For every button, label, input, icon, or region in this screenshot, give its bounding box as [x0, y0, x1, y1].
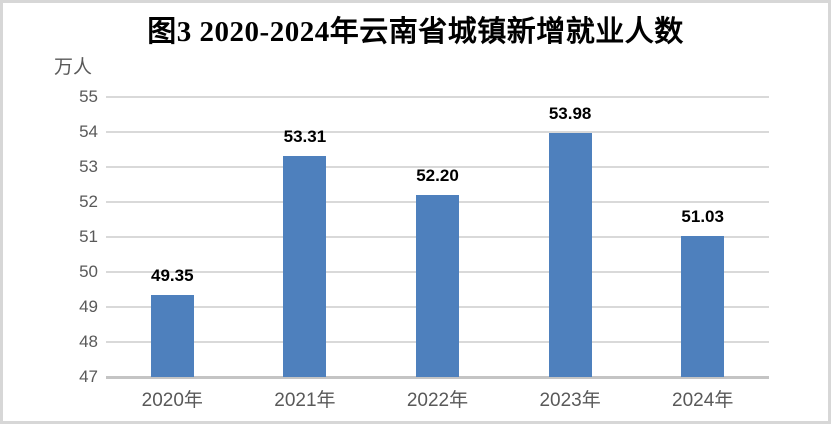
y-axis-unit-label: 万人 [54, 57, 93, 78]
x-tick-label: 2021年 [274, 390, 336, 411]
gridline [106, 96, 769, 98]
y-tick-label: 49 [79, 297, 98, 316]
y-tick-label: 51 [79, 227, 98, 246]
x-tick-label: 2022年 [406, 390, 469, 411]
bar-value-label: 49.35 [151, 265, 194, 285]
bar-value-label: 52.20 [416, 166, 459, 185]
x-tick-label: 2023年 [539, 390, 601, 411]
y-tick-label: 50 [79, 262, 98, 281]
bar [548, 132, 592, 377]
bar [150, 294, 194, 377]
y-tick-label: 48 [79, 332, 98, 351]
y-tick-label: 52 [79, 192, 98, 211]
y-tick-label: 47 [79, 367, 98, 386]
bar-value-label: 53.98 [548, 103, 592, 123]
bar-value-label: 53.31 [283, 127, 327, 147]
chart-title: 图3 2020-2024年云南省城镇新增就业人数 [147, 16, 684, 48]
y-tick-label: 53 [79, 157, 98, 176]
bar-value-label: 51.03 [681, 206, 724, 226]
x-tick-label: 2020年 [141, 390, 203, 411]
bar [416, 195, 459, 377]
bar [681, 235, 725, 377]
x-axis-line [106, 376, 769, 379]
gridline [106, 166, 769, 168]
y-tick-label: 54 [79, 122, 98, 141]
y-tick-label: 55 [79, 87, 98, 106]
bar [283, 156, 327, 377]
x-tick-label: 2024年 [672, 390, 734, 411]
gridline [106, 131, 769, 133]
